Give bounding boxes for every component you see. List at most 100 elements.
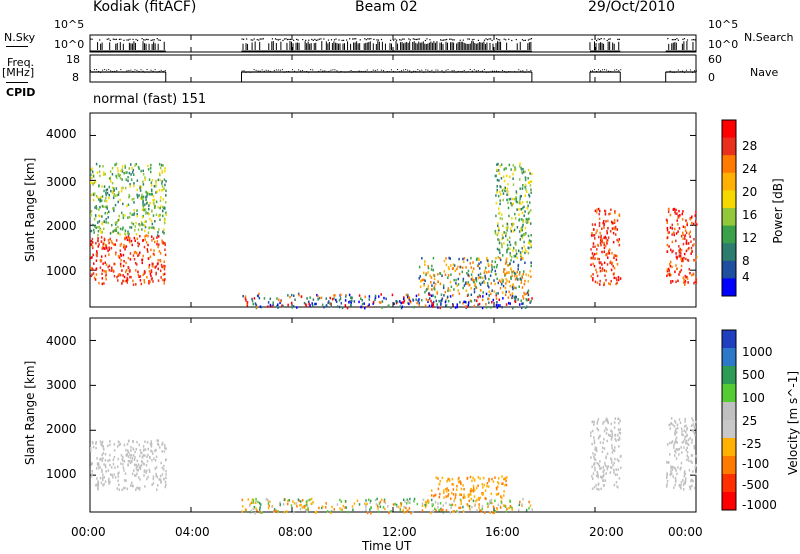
power-cell bbox=[519, 187, 521, 190]
power-colorbar-swatch bbox=[722, 208, 736, 227]
power-cell bbox=[105, 221, 107, 224]
velocity-cell bbox=[483, 483, 485, 487]
power-cell bbox=[511, 306, 514, 310]
power-cell bbox=[96, 254, 98, 258]
nave-dot bbox=[693, 70, 695, 72]
power-cell bbox=[685, 231, 688, 235]
power-cell bbox=[424, 260, 426, 263]
power-cell bbox=[95, 194, 98, 198]
power-cell bbox=[90, 243, 92, 246]
velocity-cell bbox=[107, 469, 110, 472]
nsearch-dot bbox=[439, 39, 442, 41]
velocity-cell bbox=[669, 422, 672, 426]
power-cell bbox=[590, 248, 592, 251]
velocity-cell bbox=[595, 474, 598, 478]
velocity-cell bbox=[603, 420, 605, 424]
power-cell bbox=[111, 223, 113, 227]
velocity-cell bbox=[671, 440, 674, 443]
nsearch-dot bbox=[373, 38, 375, 41]
velocity-cell bbox=[506, 507, 508, 511]
velocity-cell bbox=[112, 458, 115, 462]
velocity-cell bbox=[376, 497, 378, 501]
power-cell bbox=[506, 243, 509, 247]
power-cell bbox=[498, 241, 501, 245]
power-cell bbox=[520, 306, 523, 310]
power-cell bbox=[503, 268, 506, 271]
velocity-cell bbox=[288, 498, 291, 502]
velocity-cell bbox=[110, 466, 113, 469]
power-cell bbox=[124, 171, 127, 174]
velocity-cell bbox=[591, 429, 594, 433]
power-cell bbox=[618, 213, 621, 216]
power-cell bbox=[665, 218, 668, 222]
power-cell bbox=[155, 191, 157, 194]
power-cell bbox=[488, 301, 490, 304]
nsearch-tick-bottom: 10^0 bbox=[708, 38, 739, 51]
power-cell bbox=[678, 254, 681, 257]
power-cell bbox=[101, 185, 103, 188]
power-cell bbox=[596, 208, 598, 211]
power-cell bbox=[91, 176, 93, 180]
power-cell bbox=[360, 305, 362, 309]
velocity-cell bbox=[601, 450, 604, 454]
power-cell bbox=[99, 205, 101, 209]
velocity-cell bbox=[692, 470, 694, 473]
velocity-cell bbox=[613, 468, 615, 472]
power-cell bbox=[605, 220, 607, 223]
power-cell bbox=[686, 222, 688, 225]
power-cell bbox=[244, 297, 247, 300]
velocity-cell bbox=[682, 488, 685, 491]
power-cell bbox=[126, 276, 128, 280]
power-cell bbox=[447, 274, 450, 277]
power-cell bbox=[614, 254, 617, 257]
velocity-cell bbox=[602, 441, 604, 445]
velocity-cell bbox=[165, 476, 167, 480]
power-cell bbox=[110, 269, 112, 273]
power-cell bbox=[510, 259, 512, 262]
power-cell bbox=[509, 253, 512, 257]
power-cell bbox=[465, 305, 467, 308]
velocity-cell bbox=[379, 500, 382, 504]
power-cell bbox=[693, 281, 695, 285]
velocity-cell bbox=[107, 444, 109, 448]
power-cell bbox=[613, 220, 616, 224]
power-cell bbox=[92, 228, 95, 232]
power-cell bbox=[113, 189, 116, 192]
power-cell bbox=[475, 299, 478, 303]
power-cell bbox=[413, 305, 415, 309]
power-cell bbox=[595, 231, 597, 235]
velocity-cell bbox=[358, 503, 361, 506]
nave-dot bbox=[300, 70, 302, 72]
velocity-cell bbox=[134, 450, 136, 454]
velocity-cell bbox=[491, 501, 493, 505]
power-cell bbox=[485, 292, 488, 296]
power-cell bbox=[530, 300, 532, 303]
velocity-cell bbox=[123, 486, 125, 490]
power-cell bbox=[458, 257, 460, 261]
power-cell bbox=[617, 278, 620, 282]
velocity-cell bbox=[318, 506, 320, 510]
power-cell bbox=[687, 242, 690, 245]
power-cell bbox=[473, 288, 476, 291]
velocity-cell bbox=[503, 490, 505, 493]
power-cell bbox=[497, 238, 499, 241]
power-cell bbox=[163, 219, 166, 222]
velocity-cell bbox=[691, 438, 693, 442]
velocity-cell bbox=[379, 505, 382, 508]
nave-dot bbox=[251, 71, 253, 73]
power-cell bbox=[614, 225, 617, 229]
power-cell bbox=[129, 252, 132, 255]
power-cell bbox=[253, 297, 256, 300]
nsearch-dot bbox=[353, 38, 355, 40]
nave-dot bbox=[457, 70, 459, 72]
velocity-cell bbox=[676, 441, 678, 444]
power-cell bbox=[112, 207, 114, 210]
power-cell bbox=[449, 257, 452, 260]
power-cell bbox=[522, 184, 524, 187]
velocity-cell bbox=[140, 463, 143, 467]
power-cell bbox=[379, 301, 382, 304]
power-cell bbox=[493, 279, 495, 282]
power-cell bbox=[97, 245, 100, 248]
velocity-cell bbox=[674, 477, 677, 480]
velocity-cell bbox=[131, 484, 134, 488]
